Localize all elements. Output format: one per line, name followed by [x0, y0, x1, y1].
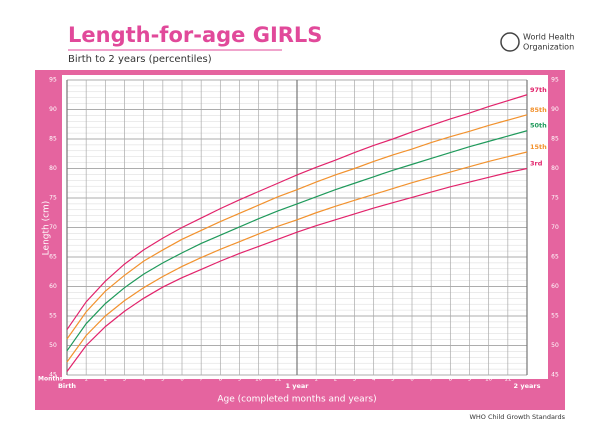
x-tick-label: 4	[142, 377, 146, 383]
x-tick-label: 7	[199, 377, 203, 383]
x-tick-label: 4	[372, 377, 376, 383]
x-axis-label: Age (completed months and years)	[217, 395, 376, 405]
y-tick-label: 85	[551, 136, 559, 143]
org-name: Organization	[523, 43, 574, 52]
series-label: 97th	[530, 86, 547, 94]
y-tick-label: 75	[49, 195, 57, 202]
x-tick-label: 10	[485, 377, 492, 383]
who-logo	[500, 32, 520, 52]
x-tick-label: 10	[255, 377, 262, 383]
x-tick-label: 9	[468, 377, 472, 383]
x-tick-label: Birth	[58, 382, 76, 390]
y-tick-label: 90	[551, 106, 559, 113]
x-tick-label: 6	[410, 377, 414, 383]
percentile-curve	[66, 167, 528, 372]
x-tick-label: 1	[314, 377, 318, 383]
x-tick-label: 9	[238, 377, 242, 383]
x-tick-label: 5	[391, 377, 395, 383]
x-tick-label: 1	[84, 377, 88, 383]
x-tick-label: 11	[504, 377, 511, 383]
x-tick-label: 5	[161, 377, 165, 383]
series-label: 3rd	[530, 160, 543, 168]
y-tick-label: 70	[49, 224, 57, 231]
percentile-curve	[66, 94, 528, 330]
x-tick-label: 7	[429, 377, 433, 383]
y-tick-label: 95	[49, 77, 57, 84]
grid	[66, 79, 528, 376]
y-tick-label: 60	[551, 283, 559, 290]
x-tick-label: 11	[274, 377, 281, 383]
percentile-curve	[66, 114, 528, 340]
y-tick-label: 45	[49, 372, 57, 379]
y-tick-label: 65	[551, 254, 559, 261]
y-tick-label: 80	[551, 165, 559, 172]
y-tick-label: 55	[551, 313, 559, 320]
x-tick-label: 2	[104, 377, 108, 383]
y-tick-label: 50	[49, 342, 57, 349]
x-tick-label: 3	[123, 377, 127, 383]
y-tick-label: 75	[551, 195, 559, 202]
x-tick-label: 8	[219, 377, 223, 383]
series-label: 15th	[530, 143, 547, 151]
x-tick-label: 2	[334, 377, 338, 383]
x-tick-label: 1 year	[285, 382, 309, 390]
y-tick-label: 55	[49, 313, 57, 320]
percentile-curve	[66, 130, 528, 352]
curves	[66, 94, 528, 372]
x-tick-label: 3	[353, 377, 357, 383]
footer: WHO Child Growth Standards	[469, 413, 565, 421]
y-tick-label: 70	[551, 224, 559, 231]
y-tick-label: 65	[49, 254, 57, 261]
series-label: 50th	[530, 122, 547, 130]
x-tick-label: 6	[180, 377, 184, 383]
x-tick-label: 8	[449, 377, 453, 383]
percentile-curve	[66, 151, 528, 363]
y-tick-label: 80	[49, 165, 57, 172]
x-unit-label: Months	[38, 376, 64, 383]
y-tick-label: 90	[49, 106, 57, 113]
chart-subtitle: Birth to 2 years (percentiles)	[68, 54, 212, 65]
plot-area	[62, 75, 548, 379]
y-tick-label: 95	[551, 77, 559, 84]
y-tick-label: 45	[551, 372, 559, 379]
chart-title: Length-for-age GIRLS	[68, 23, 322, 47]
y-tick-label: 85	[49, 136, 57, 143]
org-name: World Health	[523, 33, 575, 42]
y-axis-label: Length (cm)	[42, 201, 52, 256]
x-tick-label: 2 years	[514, 382, 541, 390]
y-tick-label: 50	[551, 342, 559, 349]
y-tick-label: 60	[49, 283, 57, 290]
series-label: 85th	[530, 106, 547, 114]
